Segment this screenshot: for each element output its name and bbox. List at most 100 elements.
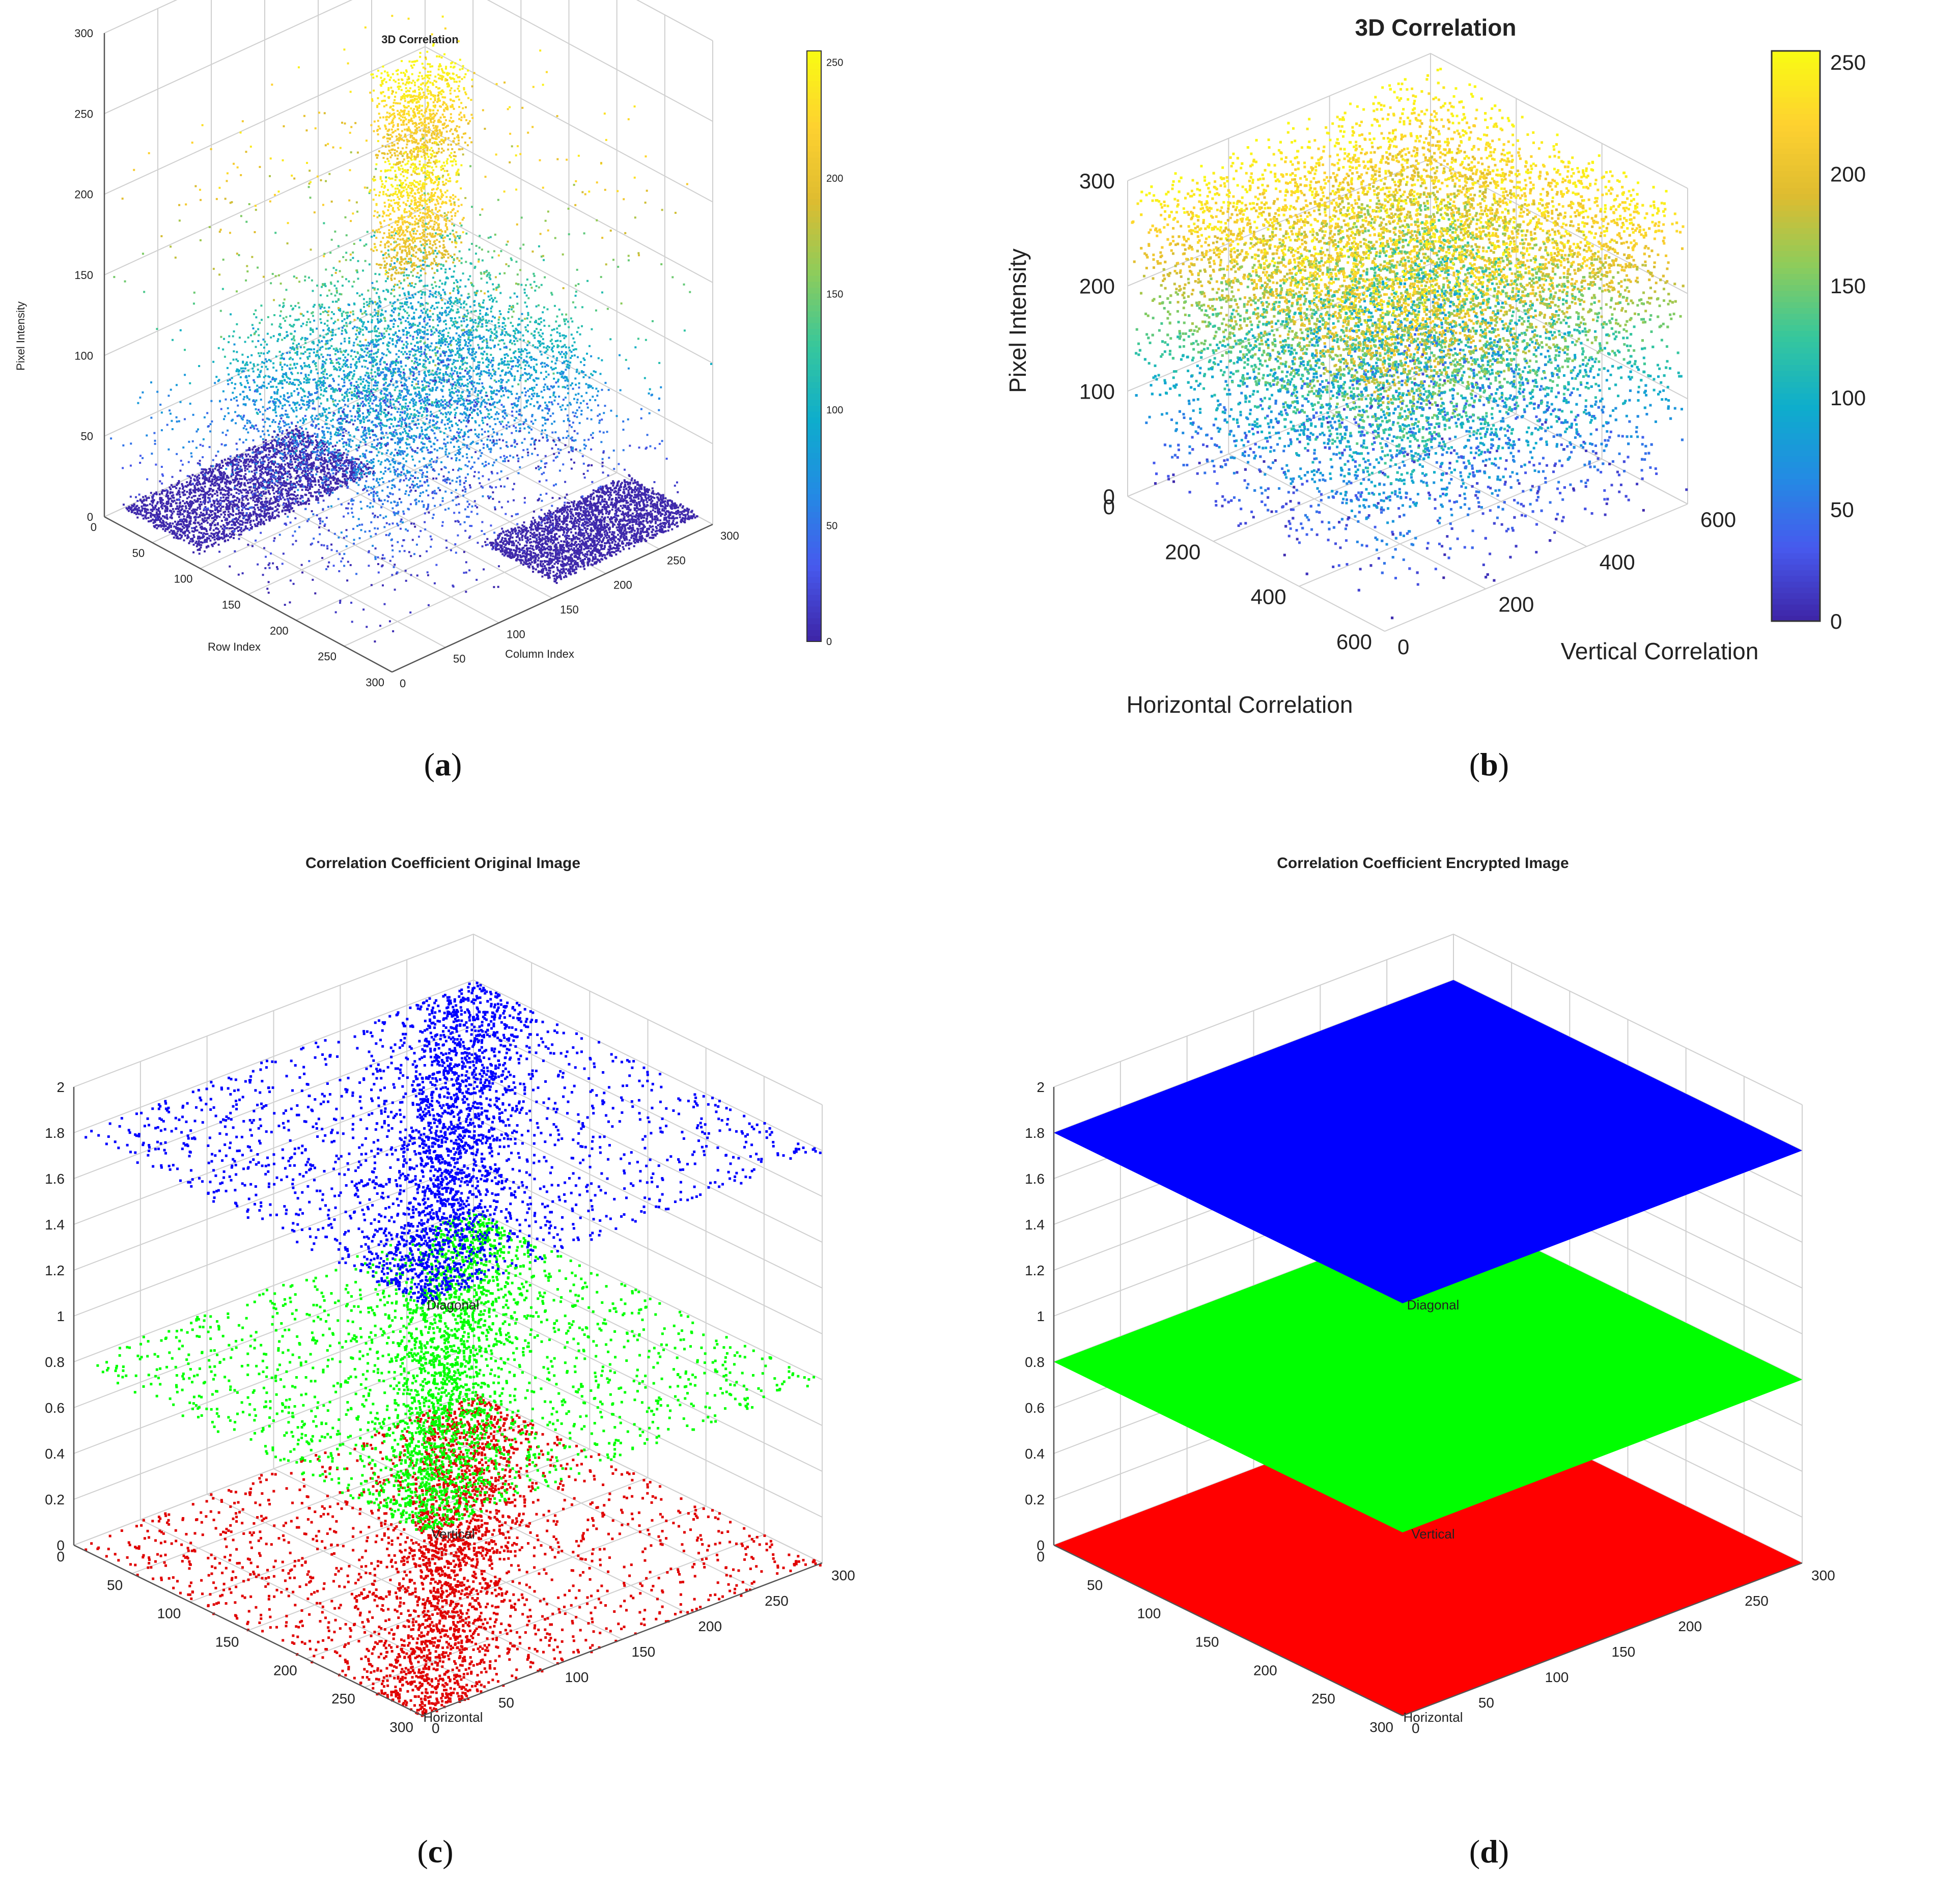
chart-a-point	[257, 491, 259, 493]
chart-a-point	[209, 484, 212, 487]
chart-a-point	[253, 469, 256, 472]
chart-a-point	[602, 553, 605, 556]
chart-a-point	[254, 500, 256, 503]
chart-a-point	[546, 572, 548, 574]
chart-a-point	[213, 524, 216, 526]
chart-a-point	[629, 525, 631, 527]
chart-a-point	[153, 499, 155, 501]
chart-a-point	[176, 513, 179, 515]
chart-a-point	[502, 542, 505, 544]
chart-a-point	[594, 507, 597, 509]
chart-a-point	[498, 548, 500, 550]
chart-a-point	[325, 492, 328, 494]
chart-a-point	[659, 504, 662, 506]
chart-a-point	[200, 532, 203, 534]
chart-a-point	[276, 485, 278, 487]
chart-a-point	[577, 565, 579, 568]
chart-a-point	[644, 494, 647, 497]
a-grid-line	[104, 288, 713, 444]
chart-a-point	[210, 532, 213, 535]
chart-a-point	[651, 518, 654, 521]
chart-a-point	[617, 534, 620, 536]
chart-a-point	[233, 479, 236, 481]
chart-a-point	[311, 486, 314, 488]
chart-a-point	[340, 465, 342, 467]
chart-a-point	[624, 506, 627, 509]
chart-a-point	[239, 512, 242, 514]
chart-a-point	[279, 476, 282, 479]
chart-a-point	[197, 507, 199, 509]
chart-a-point	[551, 566, 553, 569]
chart-a-point	[198, 474, 200, 477]
chart-a-point	[592, 514, 594, 517]
chart-a-point	[362, 470, 365, 472]
chart-a-point	[624, 485, 627, 487]
chart-a-point	[621, 495, 623, 497]
chart-a-point	[656, 527, 658, 529]
chart-a-point	[164, 510, 166, 513]
chart-a-point	[606, 523, 608, 525]
chart-a-point	[183, 518, 185, 520]
chart-a-point	[596, 540, 598, 542]
chart-a-point	[234, 463, 236, 466]
chart-a-point	[267, 491, 270, 494]
chart-a-point	[583, 501, 586, 504]
chart-a-point	[193, 485, 196, 487]
chart-a-point	[318, 489, 320, 491]
chart-a-point	[216, 506, 218, 509]
chart-a-point	[554, 580, 556, 583]
chart-a-point	[543, 548, 545, 550]
chart-a-point	[186, 511, 189, 513]
chart-a-point	[268, 454, 270, 456]
chart-a-point	[293, 448, 296, 450]
chart-a-point	[651, 492, 653, 494]
chart-a-point	[569, 571, 571, 573]
chart-a-point	[253, 492, 256, 495]
chart-a-point	[286, 429, 288, 431]
chart-a-point	[350, 472, 352, 475]
chart-a-point	[614, 536, 617, 539]
chart-a-point	[610, 498, 613, 501]
chart-a-point	[586, 551, 589, 553]
chart-a-point	[311, 476, 314, 478]
chart-a-point	[237, 483, 239, 485]
chart-a-point	[288, 511, 291, 513]
chart-a-point	[273, 492, 275, 495]
chart-a-point	[249, 465, 252, 467]
chart-a-point	[561, 520, 563, 523]
chart-a-point	[663, 510, 665, 512]
chart-a-point	[279, 442, 282, 444]
chart-a-point	[188, 542, 190, 544]
chart-a-point	[184, 493, 186, 496]
chart-a-point	[212, 517, 214, 519]
chart-a-point	[297, 500, 299, 503]
chart-a-point	[133, 512, 136, 514]
chart-a-point	[268, 519, 271, 522]
chart-a-point	[532, 534, 535, 536]
chart-a-ytick: 50	[453, 653, 465, 665]
chart-a-point	[202, 527, 204, 530]
chart-a-point	[545, 515, 547, 517]
chart-a-point	[631, 488, 633, 491]
chart-a-point	[634, 504, 636, 507]
chart-a-point	[627, 482, 629, 484]
chart-a-point	[503, 537, 506, 540]
chart-a-point	[585, 521, 588, 523]
chart-a-point	[695, 515, 698, 518]
chart-a-point	[655, 515, 658, 517]
chart-a-point	[557, 542, 559, 544]
chart-a-point	[585, 556, 588, 558]
chart-a-point	[570, 531, 573, 534]
chart-a-point	[178, 491, 181, 493]
chart-a-point	[218, 516, 221, 518]
chart-a-point	[674, 503, 677, 506]
chart-a-point	[590, 563, 593, 566]
chart-a-point	[559, 570, 562, 572]
chart-a-point	[188, 482, 191, 485]
chart-a-point	[228, 527, 231, 529]
chart-a-point	[666, 505, 669, 507]
chart-a-point	[583, 548, 585, 551]
chart-a-point	[165, 521, 167, 524]
chart-a-point	[614, 544, 617, 546]
chart-a-point	[328, 468, 330, 471]
